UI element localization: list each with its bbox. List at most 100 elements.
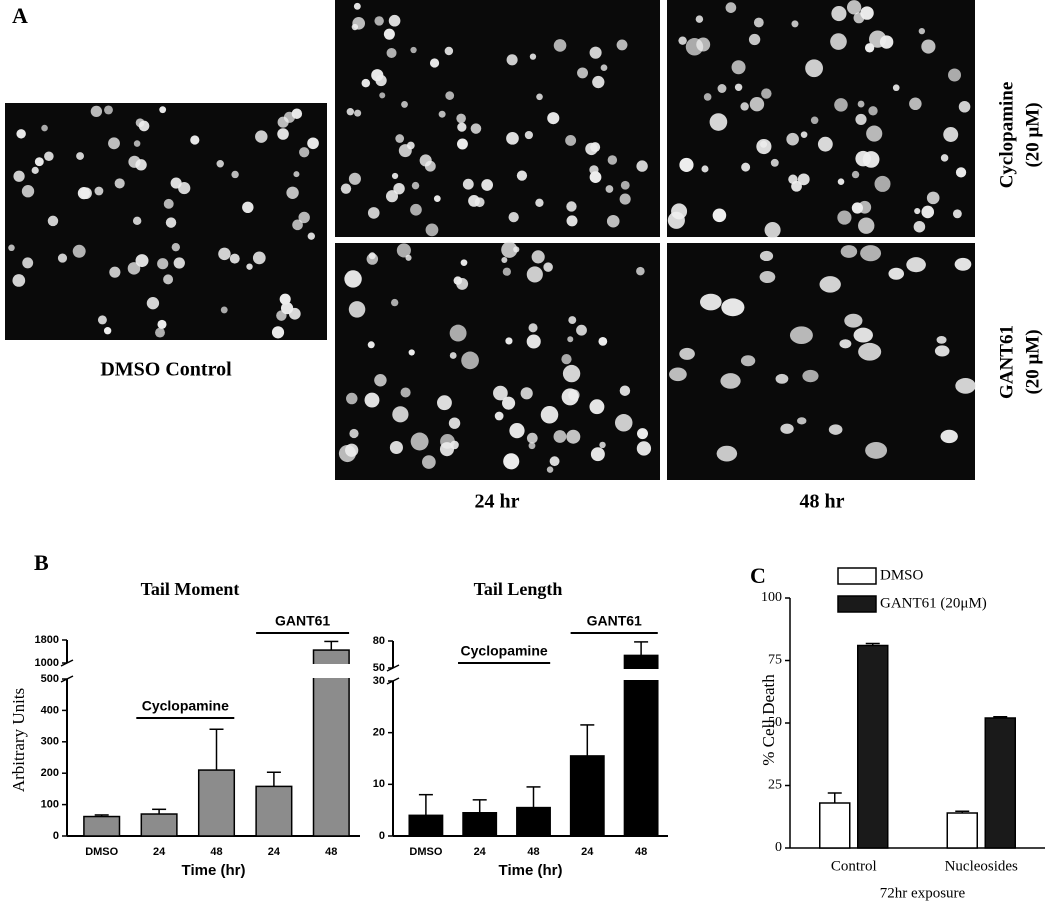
cell [425, 223, 439, 237]
cell [858, 200, 872, 214]
cell [405, 254, 412, 261]
cell [502, 267, 511, 276]
micrographs [5, 0, 976, 480]
cell [383, 28, 395, 40]
cell [749, 96, 765, 112]
cell [869, 30, 887, 48]
cell [155, 327, 165, 338]
cell [57, 253, 68, 263]
cell [408, 349, 415, 356]
cell [127, 262, 141, 275]
cell [725, 2, 737, 13]
error-bar [865, 642, 880, 646]
cell [351, 23, 359, 31]
cell [828, 424, 843, 435]
bar [819, 802, 851, 849]
cell [934, 345, 950, 357]
micrograph [335, 0, 660, 237]
cell [599, 441, 606, 449]
cell [374, 16, 384, 26]
annotation: GANT61 [587, 613, 642, 629]
cell [346, 392, 358, 405]
error-bar [993, 716, 1008, 718]
cell [410, 432, 429, 451]
panel-label: B [34, 550, 49, 575]
cell [703, 93, 712, 101]
cell [549, 456, 560, 467]
y-tick-label: 0 [379, 830, 385, 842]
cell [449, 352, 457, 359]
cell [128, 155, 141, 168]
cell [22, 257, 34, 269]
bar [569, 755, 605, 837]
bar [140, 813, 178, 837]
axis-break [59, 664, 360, 678]
cell [720, 373, 741, 389]
cell [391, 172, 399, 180]
cell [955, 377, 976, 394]
cell [103, 327, 112, 335]
cell [797, 417, 807, 425]
cell [163, 198, 174, 209]
y-tick-label: 50 [373, 662, 385, 674]
error-bar [94, 814, 109, 817]
treatment-label: (20 μM) [1022, 329, 1043, 394]
annotation: Cyclopamine [142, 698, 229, 714]
cell [299, 147, 310, 158]
cell [361, 78, 371, 88]
cell [952, 209, 962, 219]
cell [429, 58, 440, 68]
cell [97, 315, 107, 325]
cell [386, 47, 397, 58]
bar [516, 806, 551, 837]
cell [462, 178, 474, 190]
cell [547, 112, 560, 125]
cell [448, 417, 461, 429]
cell [157, 319, 167, 329]
cell [453, 276, 463, 285]
cell [528, 442, 536, 450]
cell [701, 165, 709, 173]
cell [712, 208, 727, 223]
cell [546, 466, 554, 473]
cell [293, 171, 300, 178]
bar [83, 815, 121, 837]
cell [855, 113, 867, 126]
cell [271, 326, 285, 339]
cell [921, 39, 936, 54]
cell [936, 336, 947, 344]
cell [520, 387, 533, 400]
cell [501, 241, 518, 258]
cell [913, 220, 926, 233]
cell [279, 293, 291, 305]
cell [505, 337, 513, 345]
cell [679, 347, 695, 360]
cell [741, 162, 751, 172]
cell [307, 137, 319, 150]
bar [984, 717, 1016, 849]
x-tick-label: 24 [581, 846, 594, 858]
bar [857, 644, 889, 849]
x-tick-label: 24 [474, 846, 487, 858]
cell [590, 447, 605, 462]
y-tick-label: 100 [761, 590, 782, 605]
cell [839, 339, 852, 349]
cell [94, 186, 104, 196]
cell [13, 170, 25, 182]
cell [411, 181, 420, 190]
error-bar [418, 793, 433, 816]
cell [636, 266, 645, 276]
cell [526, 334, 541, 349]
cell [8, 244, 15, 252]
cell [759, 250, 774, 262]
cell [590, 142, 601, 153]
cell [470, 123, 482, 134]
cell [637, 428, 649, 440]
chart-title: Tail Moment [141, 579, 240, 599]
annotation: Cyclopamine [461, 643, 548, 659]
cell [524, 130, 533, 140]
cell [786, 132, 799, 146]
cell [286, 186, 299, 199]
cell [353, 2, 361, 10]
cell [851, 170, 860, 179]
